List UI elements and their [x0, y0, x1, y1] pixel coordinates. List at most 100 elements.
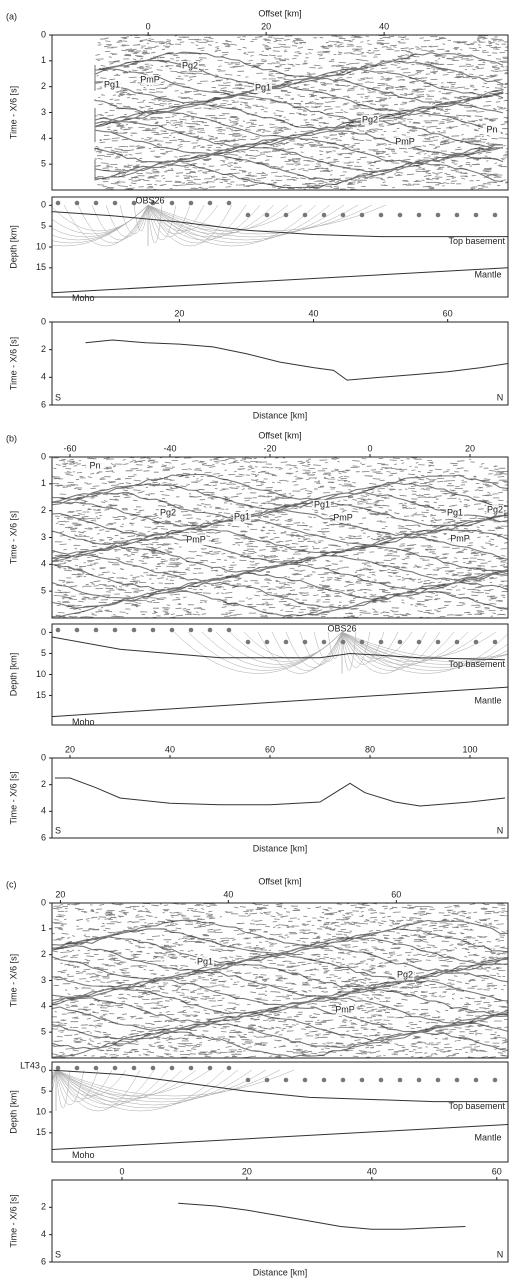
annotation-box	[159, 508, 177, 518]
annotation: Pg1	[104, 79, 120, 89]
y-tick-label: 1	[41, 923, 46, 933]
y-tick-label: 15	[36, 690, 46, 700]
plot-area	[52, 457, 508, 618]
instrument	[131, 627, 137, 633]
instrument	[340, 1077, 346, 1083]
annotation: N	[497, 825, 504, 835]
instrument	[112, 627, 118, 633]
series-line	[52, 211, 508, 238]
instrument	[264, 212, 270, 218]
annotation-box	[396, 970, 414, 980]
instrument	[55, 1065, 61, 1071]
instrument	[93, 1065, 99, 1071]
annotation: PmP	[335, 1004, 355, 1014]
instrument	[283, 639, 289, 645]
y-tick-label: 0	[41, 1065, 46, 1075]
y-tick-label: 0	[41, 897, 46, 907]
ray-fan	[52, 204, 387, 247]
y-tick-label: 5	[41, 586, 46, 596]
x-tick-label: 60	[265, 744, 275, 754]
annotation: OBS26	[327, 623, 356, 633]
annotation-box	[86, 461, 104, 471]
annotation-box	[187, 535, 205, 545]
instrument	[264, 1077, 270, 1083]
annotation-box	[486, 505, 504, 515]
x-tick-label: 40	[367, 1166, 377, 1176]
y-tick-label: 10	[36, 1106, 46, 1116]
x-tick-label: 60	[391, 889, 401, 899]
x-axis-label: Distance [km]	[253, 410, 308, 420]
y-tick-label: 5	[41, 648, 46, 658]
x-tick-label: 20	[465, 443, 475, 453]
series-line	[52, 686, 508, 718]
x-axis-label: Offset [km]	[258, 8, 301, 18]
y-tick-label: 4	[41, 1229, 46, 1239]
annotation: S	[55, 392, 61, 402]
instrument	[321, 1077, 327, 1083]
x-axis-label: Offset [km]	[258, 430, 301, 440]
plot-area	[178, 1202, 466, 1230]
annotation: OBS26	[135, 195, 164, 205]
axes-frame	[51, 321, 509, 406]
series-label: Top basement	[448, 236, 505, 246]
x-axis-label: Distance [km]	[253, 843, 308, 853]
y-tick-label: 0	[41, 627, 46, 637]
instrument	[397, 1077, 403, 1083]
instrument	[397, 639, 403, 645]
seismic-texture	[52, 903, 508, 1058]
plot-area	[55, 777, 506, 807]
y-axis-label: Time - X/6 [s]	[8, 86, 18, 139]
instrument	[454, 212, 460, 218]
instrument	[416, 1077, 422, 1083]
y-tick-label: 3	[41, 107, 46, 117]
series-line	[85, 339, 508, 381]
instrument	[359, 1077, 365, 1083]
y-tick-label: 2	[41, 344, 46, 354]
annotation-box	[336, 1005, 354, 1015]
axes-frame	[51, 757, 509, 839]
instrument	[435, 639, 441, 645]
instrument	[378, 639, 384, 645]
y-tick-label: 0	[41, 200, 46, 210]
axes-frame	[51, 196, 509, 298]
annotation: PmP	[140, 74, 160, 84]
annotation-box	[196, 957, 214, 967]
x-tick-label: -20	[263, 443, 276, 453]
annotation: Mantle	[474, 269, 501, 279]
annotation: Pg1	[447, 507, 463, 517]
instrument	[321, 212, 327, 218]
x-tick-label: 60	[443, 308, 453, 318]
series-line	[178, 1202, 466, 1230]
annotation: Mantle	[474, 1132, 501, 1142]
axes-frame	[51, 623, 509, 726]
x-tick-label: 20	[65, 744, 75, 754]
annotation: PmP	[450, 533, 470, 543]
y-tick-label: 4	[41, 559, 46, 569]
y-tick-label: 5	[41, 1027, 46, 1037]
y-tick-label: 1	[41, 55, 46, 65]
y-axis-label: Time - X/6 [s]	[8, 511, 18, 564]
instrument	[55, 627, 61, 633]
axes-frame	[51, 1179, 509, 1263]
axes-frame	[51, 456, 509, 619]
instrument	[169, 200, 175, 206]
instrument	[112, 1065, 118, 1071]
series-label: Top basement	[448, 1101, 505, 1111]
instrument	[492, 639, 498, 645]
instrument	[150, 200, 156, 206]
x-tick-label: 20	[261, 21, 271, 31]
y-tick-label: 6	[41, 1256, 46, 1266]
instrument	[340, 212, 346, 218]
annotation: Pg2	[160, 507, 176, 517]
y-axis-label: Depth [km]	[8, 225, 18, 269]
panel-label: (a)	[6, 11, 17, 21]
y-tick-label: 6	[41, 399, 46, 409]
annotation-box	[451, 534, 469, 544]
annotation: Pg1	[197, 956, 213, 966]
instrument	[321, 639, 327, 645]
instrument	[435, 212, 441, 218]
instrument	[283, 212, 289, 218]
instrument	[473, 639, 479, 645]
y-tick-label: 2	[41, 81, 46, 91]
